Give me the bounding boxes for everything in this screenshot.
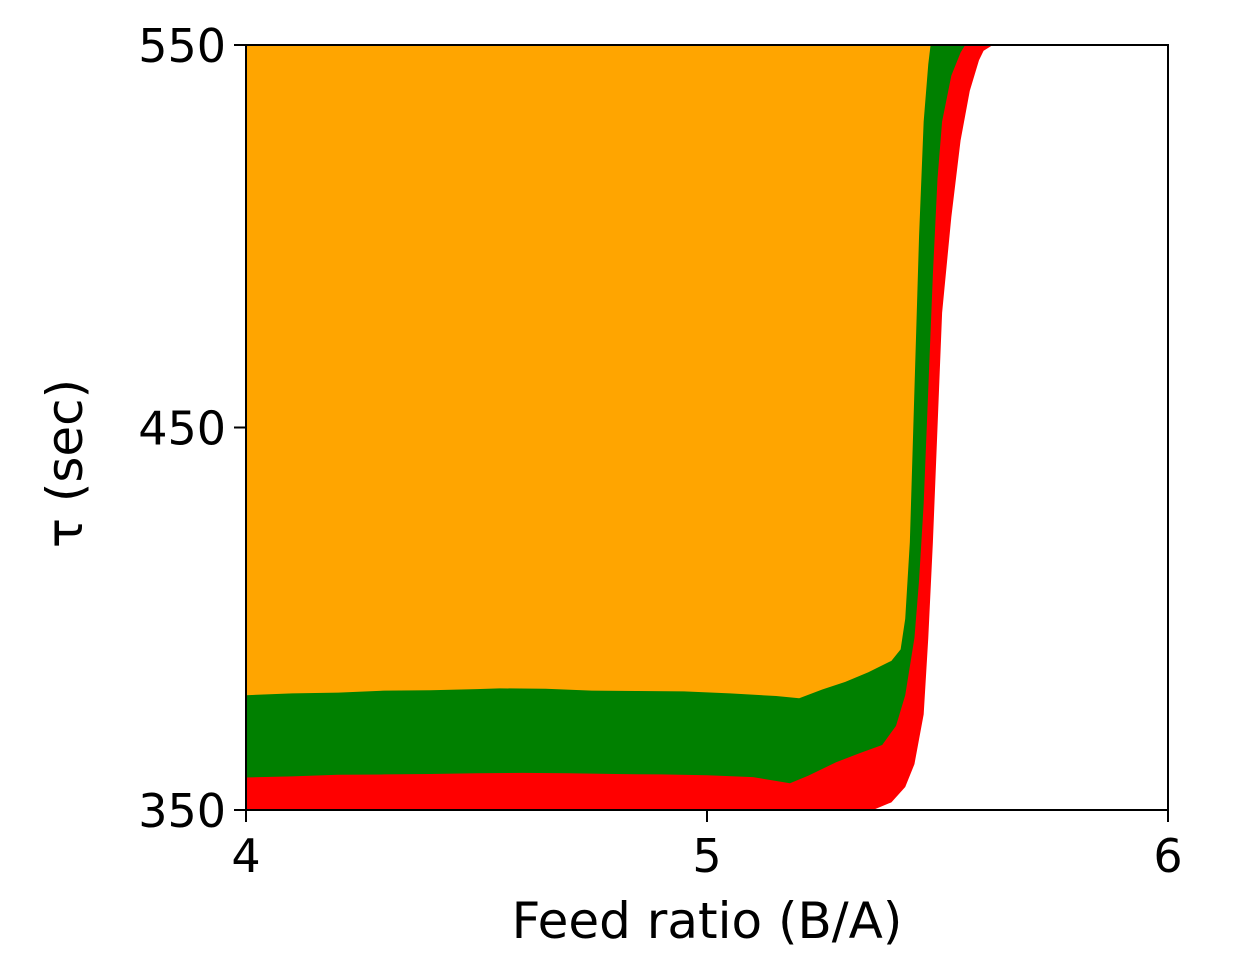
y-axis-label: τ (sec) xyxy=(36,379,94,548)
x-tick-label: 5 xyxy=(692,829,721,883)
tick-layer: 4 5 6 350 450 550 xyxy=(138,19,1182,883)
y-tick-label: 550 xyxy=(138,19,226,73)
region-orange xyxy=(246,45,931,699)
x-axis-label: Feed ratio (B/A) xyxy=(512,892,903,950)
x-tick-label: 6 xyxy=(1153,829,1182,883)
y-tick-label: 350 xyxy=(138,784,226,838)
x-tick-label: 4 xyxy=(231,829,260,883)
y-tick-label: 450 xyxy=(138,402,226,456)
region-layer xyxy=(246,45,993,810)
